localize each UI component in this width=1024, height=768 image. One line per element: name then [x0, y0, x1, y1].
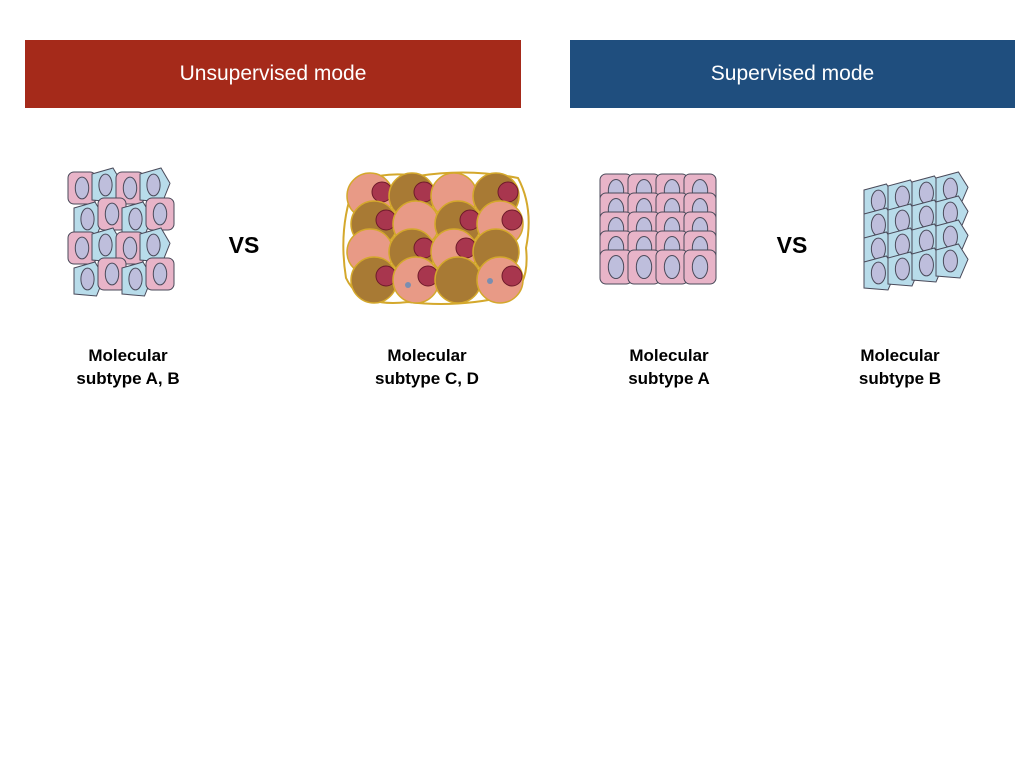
label-subtype-a-b: Molecular subtype A, B: [76, 346, 180, 388]
cell: [145, 197, 175, 231]
cell: [145, 257, 175, 291]
cell: [627, 249, 661, 285]
round-tumor-cells-icon: [342, 171, 530, 305]
cell: [139, 227, 171, 263]
cell: [655, 249, 689, 285]
cell: [115, 231, 145, 265]
blue-epithelial-cells-icon: [863, 171, 969, 291]
cell: [91, 227, 123, 263]
cell: [139, 167, 171, 203]
unsupervised-mode-banner: Unsupervised mode: [25, 40, 521, 108]
label-subtype-c-d: Molecular subtype C, D: [375, 346, 479, 388]
cell: [73, 201, 105, 237]
cell: [91, 167, 123, 203]
tumor-cell: [476, 256, 524, 304]
cell: [863, 231, 897, 267]
vs-label-unsupervised: VS: [228, 232, 260, 258]
cell: [121, 201, 153, 237]
tumor-cell: [434, 256, 482, 304]
cell: [935, 219, 969, 255]
label-subtype-b: Molecular subtype B: [858, 346, 942, 388]
cell: [935, 243, 969, 279]
tumor-cell: [392, 256, 440, 304]
cell: [67, 171, 97, 205]
vs-label-supervised: VS: [776, 232, 808, 258]
cell: [683, 249, 717, 285]
pink-epithelial-cells-icon: [599, 173, 717, 285]
mixed-epithelial-cells-icon: [67, 167, 175, 297]
cell: [599, 249, 633, 285]
supervised-mode-banner: Supervised mode: [570, 40, 1015, 108]
cell: [67, 231, 97, 265]
cell: [97, 257, 127, 291]
cell: [935, 171, 969, 207]
cell: [121, 261, 153, 297]
cell: [935, 195, 969, 231]
cell: [73, 261, 105, 297]
tumor-cell: [350, 256, 398, 304]
label-subtype-a: Molecular subtype A: [628, 346, 710, 388]
